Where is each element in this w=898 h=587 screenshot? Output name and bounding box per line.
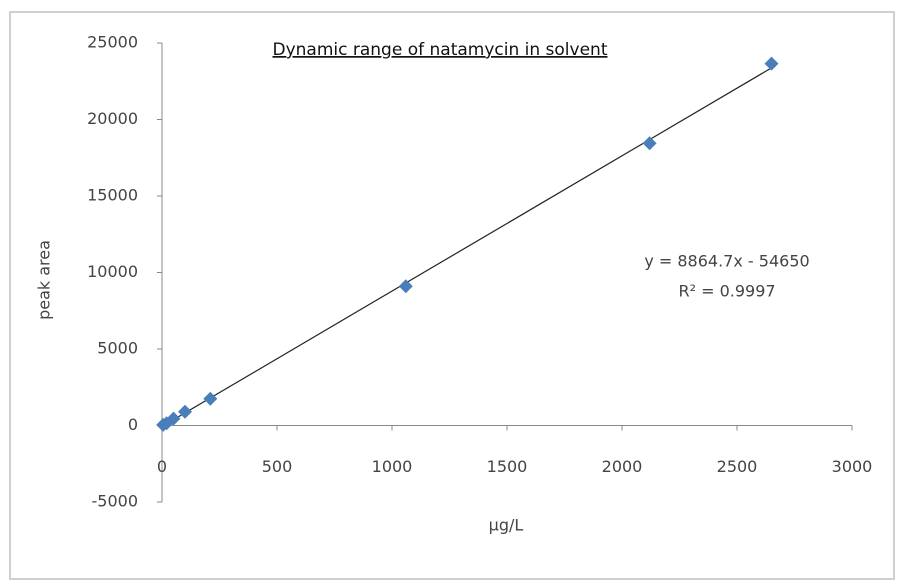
data-point [203, 391, 218, 406]
y-tick-label: 5000 [97, 339, 138, 358]
x-tick-label: 0 [157, 457, 167, 476]
y-tick-label: 15000 [87, 186, 138, 205]
x-tick-label: 500 [262, 457, 293, 476]
data-point [398, 279, 413, 294]
data-point [642, 136, 657, 151]
x-tick-label: 2500 [717, 457, 758, 476]
data-point [166, 411, 181, 426]
x-tick-label: 3000 [832, 457, 873, 476]
trendline [162, 67, 772, 427]
data-point [178, 404, 192, 419]
y-tick-label: 25000 [87, 33, 138, 52]
data-point [764, 56, 779, 71]
x-tick-label: 1000 [372, 457, 413, 476]
chart-border [9, 11, 895, 580]
r-squared: R² = 0.9997 [678, 282, 775, 301]
y-tick-label: 0 [128, 415, 138, 434]
x-tick-label: 1500 [487, 457, 528, 476]
y-axis-label: peak area [35, 240, 54, 320]
trend-equation: y = 8864.7x - 54650 [644, 252, 809, 271]
x-axis-label: µg/L [489, 516, 524, 535]
y-tick-label: -5000 [92, 492, 139, 511]
y-tick-label: 20000 [87, 109, 138, 128]
y-tick-label: 10000 [87, 262, 138, 281]
chart-title: Dynamic range of natamycin in solvent [273, 40, 608, 60]
x-tick-label: 2000 [602, 457, 643, 476]
